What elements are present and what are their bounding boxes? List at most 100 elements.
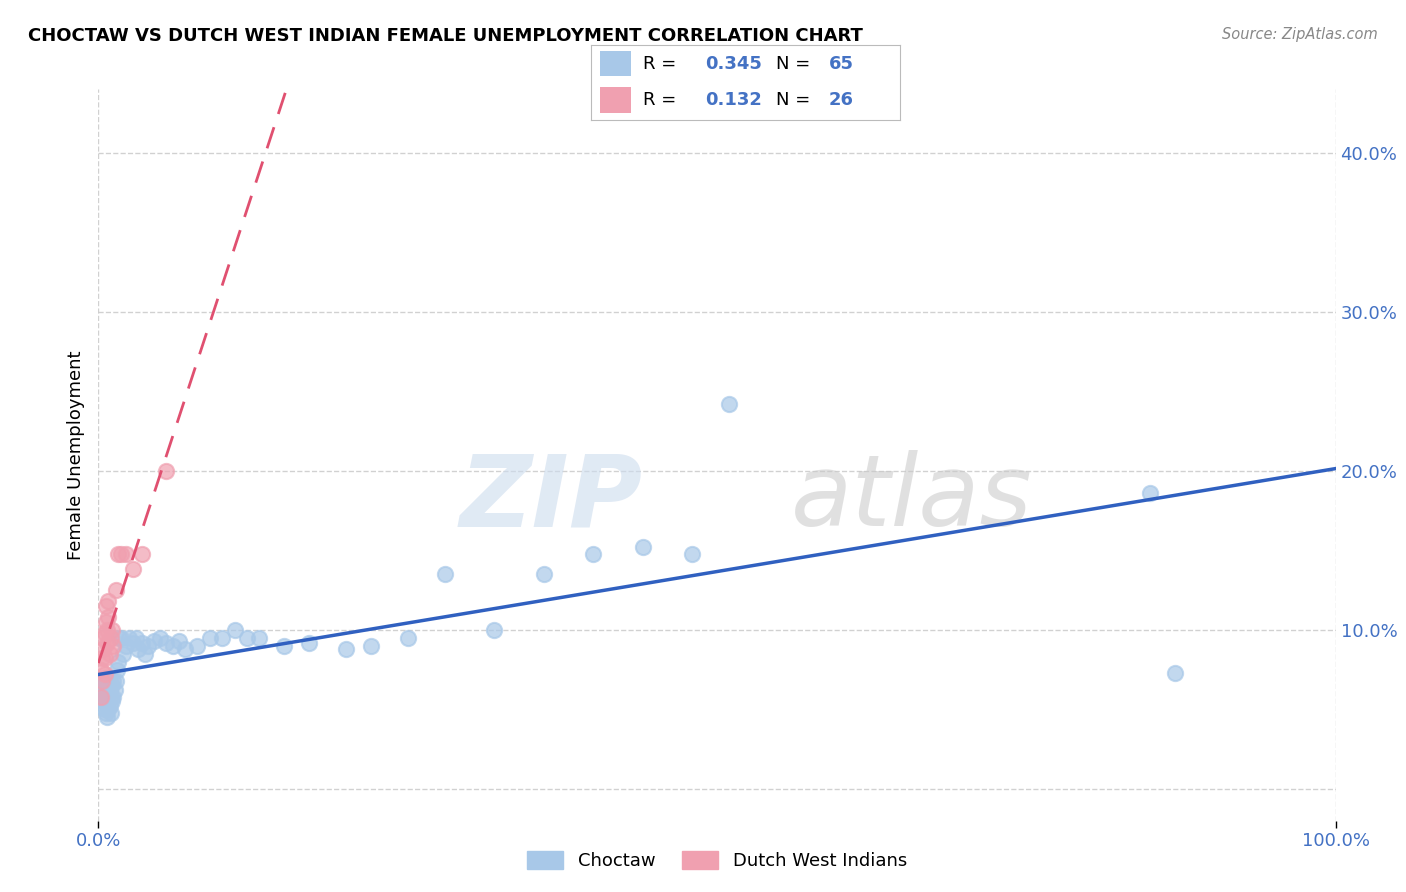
Point	[94, 615, 117, 629]
Point	[101, 623, 124, 637]
Text: N =: N =	[776, 91, 810, 109]
Point	[236, 631, 259, 645]
Point	[110, 631, 132, 645]
Point	[360, 639, 382, 653]
Point	[122, 635, 145, 649]
Point	[103, 683, 125, 698]
Point	[224, 623, 246, 637]
Text: 0.132: 0.132	[704, 91, 762, 109]
Point	[247, 631, 270, 645]
Point	[94, 673, 117, 688]
Bar	[600, 51, 631, 77]
Point	[90, 663, 112, 677]
Point	[127, 641, 149, 656]
Point	[94, 599, 117, 613]
Point	[98, 683, 121, 698]
Point	[97, 702, 120, 716]
Text: 0.345: 0.345	[704, 54, 762, 72]
Point	[94, 706, 117, 720]
Text: R =: R =	[643, 91, 676, 109]
Point	[98, 647, 121, 661]
Point	[110, 547, 132, 561]
Point	[105, 663, 128, 677]
Text: 26: 26	[828, 91, 853, 109]
Point	[136, 639, 159, 653]
Point	[93, 641, 115, 656]
Point	[97, 594, 120, 608]
Text: R =: R =	[643, 54, 676, 72]
Text: 65: 65	[828, 54, 853, 72]
Point	[396, 631, 419, 645]
Point	[162, 639, 184, 653]
Point	[93, 651, 115, 665]
Point	[108, 631, 131, 645]
Point	[93, 678, 115, 692]
Point	[103, 690, 125, 704]
Text: Source: ZipAtlas.com: Source: ZipAtlas.com	[1222, 27, 1378, 42]
Point	[103, 639, 125, 653]
Point	[433, 567, 456, 582]
Point	[103, 673, 125, 688]
Point	[533, 567, 555, 582]
Point	[134, 647, 156, 661]
Point	[96, 623, 118, 637]
Point	[107, 547, 129, 561]
Point	[93, 686, 115, 700]
Point	[273, 639, 295, 653]
Point	[335, 641, 357, 656]
Point	[90, 686, 112, 700]
Point	[96, 710, 118, 724]
Point	[93, 694, 115, 708]
Point	[91, 673, 114, 688]
Point	[100, 706, 122, 720]
Point	[91, 683, 114, 698]
Bar	[600, 87, 631, 112]
Point	[107, 655, 129, 669]
Point	[93, 626, 115, 640]
Point	[131, 547, 153, 561]
Point	[298, 635, 321, 649]
Point	[101, 678, 124, 692]
Point	[97, 686, 120, 700]
Point	[100, 631, 122, 645]
Point	[718, 397, 741, 411]
Point	[94, 690, 117, 704]
Text: N =: N =	[776, 54, 810, 72]
Legend: Choctaw, Dutch West Indians: Choctaw, Dutch West Indians	[520, 844, 914, 878]
Point	[131, 635, 153, 649]
Point	[104, 583, 127, 598]
Point	[114, 639, 136, 653]
Point	[681, 547, 703, 561]
Text: CHOCTAW VS DUTCH WEST INDIAN FEMALE UNEMPLOYMENT CORRELATION CHART: CHOCTAW VS DUTCH WEST INDIAN FEMALE UNEM…	[28, 27, 863, 45]
Point	[118, 631, 141, 645]
Point	[93, 702, 115, 716]
Text: atlas: atlas	[792, 450, 1033, 548]
Point	[122, 562, 145, 576]
Y-axis label: Female Unemployment: Female Unemployment	[67, 351, 86, 559]
Point	[100, 690, 122, 704]
Point	[198, 631, 221, 645]
Point	[155, 464, 177, 478]
Point	[97, 610, 120, 624]
Point	[484, 623, 506, 637]
Point	[98, 699, 121, 714]
Point	[96, 694, 118, 708]
Point	[155, 635, 177, 649]
Point	[1139, 486, 1161, 500]
Point	[143, 634, 166, 648]
Point	[186, 639, 208, 653]
Text: ZIP: ZIP	[460, 450, 643, 548]
Point	[104, 673, 127, 688]
Point	[97, 671, 120, 685]
Point	[93, 667, 115, 681]
Point	[1164, 665, 1187, 680]
Point	[90, 690, 112, 704]
Point	[112, 647, 135, 661]
Point	[101, 694, 124, 708]
Point	[96, 635, 118, 649]
Point	[174, 641, 197, 656]
Point	[631, 540, 654, 554]
Point	[167, 634, 190, 648]
Point	[124, 631, 146, 645]
Point	[91, 651, 114, 665]
